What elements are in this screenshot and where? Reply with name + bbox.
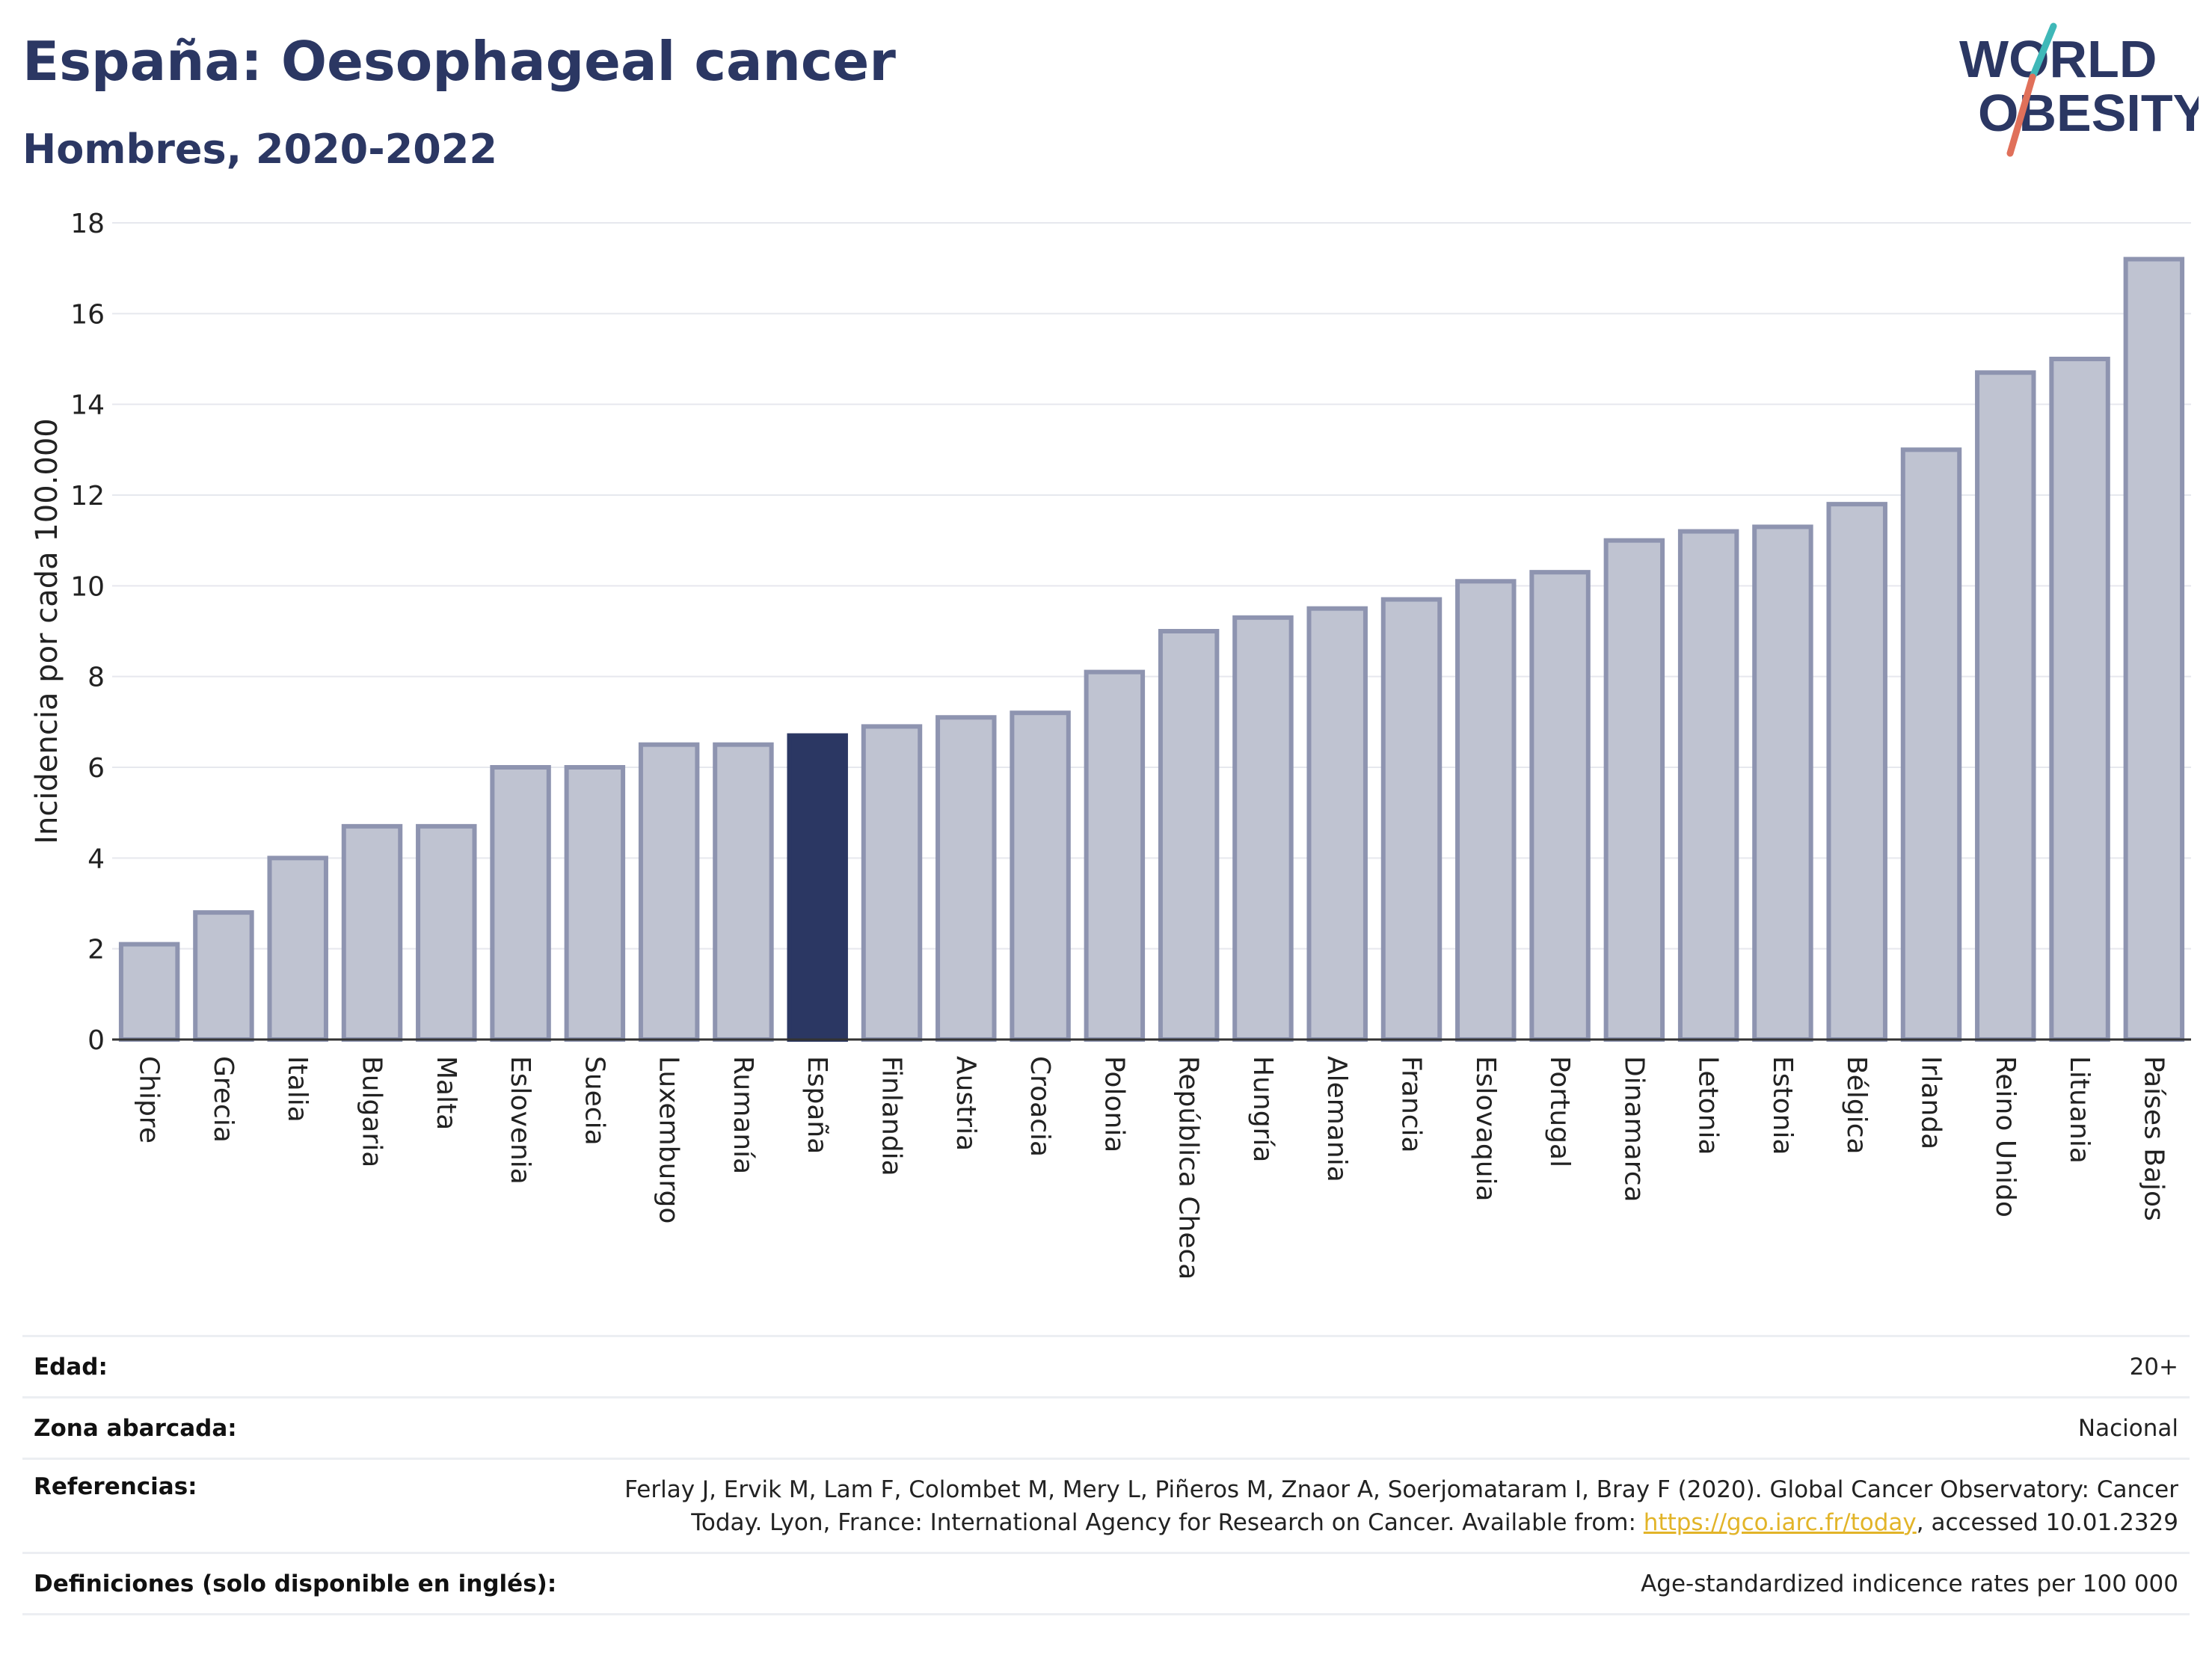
- bar-italia: [267, 856, 328, 1043]
- bar-polonia: [1084, 669, 1146, 1042]
- x-tick-label: Lituania: [2064, 1056, 2095, 1164]
- x-tick-label: Finlandia: [876, 1056, 907, 1176]
- x-axis-labels: Chipre Grecia Italia Bulgaria Malta Eslovenia…: [134, 1056, 2169, 1280]
- bar-rumanía: [713, 742, 774, 1043]
- reference-line-2: Today. Lyon, France: International Agenc…: [591, 1506, 2178, 1539]
- bar-luxemburgo: [638, 742, 700, 1043]
- reference-row: Referencias: Ferlay J, Ervik M, Lam F, C…: [22, 1458, 2190, 1553]
- bar-españa: [787, 733, 848, 1042]
- definitions-row: Definiciones (solo disponible en inglés)…: [22, 1552, 2190, 1615]
- y-tick-label: 4: [87, 844, 105, 874]
- x-tick-label: Bélgica: [1841, 1056, 1872, 1155]
- reference-text: Today. Lyon, France: International Agenc…: [691, 1508, 1644, 1536]
- reference-line-1: Ferlay J, Ervik M, Lam F, Colombet M, Me…: [624, 1476, 2178, 1503]
- x-tick-label: Polonia: [1099, 1056, 1129, 1152]
- bar-república-checa: [1158, 629, 1220, 1042]
- bar-irlanda: [1900, 447, 1962, 1042]
- x-tick-label: Suecia: [579, 1056, 609, 1146]
- metadata-table: Edad: 20+ Zona abarcada: Nacional Refere…: [22, 1335, 2190, 1615]
- bar-portugal: [1529, 570, 1591, 1042]
- bar-países-bajos: [2123, 257, 2185, 1042]
- logo-word-world: WORLD: [1959, 30, 2157, 88]
- x-tick-label: Austria: [950, 1056, 981, 1151]
- bar-bélgica: [1826, 502, 1887, 1042]
- x-tick-label: España: [802, 1056, 832, 1154]
- bar-hungría: [1232, 615, 1294, 1042]
- chart-subtitle: Hombres, 2020-2022: [22, 126, 497, 173]
- definitions-label: Definiciones (solo disponible en inglés)…: [22, 1552, 580, 1615]
- bar-chipre: [118, 942, 180, 1042]
- age-row: Edad: 20+: [22, 1335, 2190, 1398]
- bar-alemania: [1306, 606, 1368, 1042]
- bar-croacia: [1010, 710, 1071, 1042]
- logo-slash-teal: [2029, 22, 2057, 81]
- bar-reino-unido: [1975, 370, 2036, 1042]
- area-row: Zona abarcada: Nacional: [22, 1396, 2190, 1459]
- x-tick-label: Francia: [1396, 1056, 1427, 1153]
- bar-letonia: [1677, 529, 1739, 1042]
- area-value: Nacional: [579, 1396, 2190, 1459]
- y-tick-label: 12: [70, 481, 105, 512]
- y-tick-label: 6: [87, 753, 105, 784]
- bar-eslovenia: [490, 765, 551, 1042]
- x-tick-label: República Checa: [1173, 1056, 1204, 1280]
- x-tick-label: Letonia: [1693, 1056, 1724, 1155]
- y-tick-label: 0: [87, 1025, 105, 1056]
- x-tick-label: Estonia: [1767, 1056, 1798, 1155]
- x-tick-label: Países Bajos: [2138, 1056, 2169, 1221]
- reference-accessed: , accessed 10.01.2329: [1916, 1508, 2178, 1536]
- x-tick-label: Croacia: [1024, 1056, 1055, 1157]
- bar-grecia: [193, 910, 254, 1042]
- x-tick-label: Alemania: [1321, 1056, 1352, 1182]
- area-label: Zona abarcada:: [22, 1396, 580, 1459]
- x-tick-label: Dinamarca: [1618, 1056, 1649, 1203]
- bar-suecia: [564, 765, 626, 1042]
- x-tick-label: Italia: [282, 1056, 313, 1123]
- y-axis-ticks: 0 2 4 6 8 10 12 14 16 18: [70, 209, 105, 1056]
- bar-lituania: [2049, 357, 2110, 1042]
- x-tick-label: Irlanda: [1916, 1056, 1947, 1149]
- y-tick-label: 2: [87, 935, 105, 965]
- bar-eslovaquia: [1455, 579, 1517, 1042]
- chart-title: España: Oesophageal cancer: [22, 30, 896, 93]
- x-tick-label: Eslovaquia: [1470, 1056, 1501, 1202]
- age-label: Edad:: [22, 1335, 580, 1398]
- x-tick-label: Luxemburgo: [654, 1056, 684, 1223]
- logo-slash-coral: [2006, 73, 2036, 157]
- bar-francia: [1380, 597, 1443, 1042]
- x-tick-label: Bulgaria: [357, 1056, 387, 1167]
- bar-chart: 0 2 4 6 8 10 12 14 16 18 Chipre Grecia Italia Bulgar…: [30, 209, 2191, 1280]
- age-value: 20+: [579, 1335, 2190, 1398]
- x-tick-label: Hungría: [1247, 1056, 1278, 1162]
- x-tick-label: Malta: [431, 1056, 461, 1130]
- x-tick-label: Portugal: [1544, 1056, 1575, 1167]
- bar-finlandia: [861, 724, 923, 1043]
- reference-value: Ferlay J, Ervik M, Lam F, Colombet M, Me…: [579, 1458, 2190, 1553]
- x-tick-label: Grecia: [208, 1056, 239, 1143]
- y-tick-label: 18: [70, 209, 105, 239]
- y-axis-title: Incidencia por cada 100.000: [30, 418, 64, 844]
- bars: [118, 257, 2185, 1043]
- bar-malta: [416, 823, 477, 1043]
- reference-link[interactable]: https://gco.iarc.fr/today: [1643, 1508, 1917, 1536]
- world-obesity-logo: WORLD OBESITY: [1959, 22, 2199, 157]
- y-tick-label: 14: [70, 390, 105, 421]
- y-tick-label: 16: [70, 299, 105, 330]
- y-tick-label: 10: [70, 571, 105, 602]
- bar-dinamarca: [1603, 538, 1665, 1042]
- bar-austria: [936, 715, 997, 1042]
- bar-estonia: [1752, 524, 1813, 1042]
- bar-bulgaria: [341, 823, 403, 1043]
- definitions-value: Age-standardized indicence rates per 100…: [579, 1552, 2190, 1615]
- x-tick-label: Reino Unido: [1990, 1056, 2021, 1218]
- x-tick-label: Rumanía: [728, 1056, 758, 1174]
- y-tick-label: 8: [87, 663, 105, 693]
- x-tick-label: Chipre: [134, 1056, 165, 1143]
- reference-label: Referencias:: [22, 1458, 580, 1553]
- x-tick-label: Eslovenia: [505, 1056, 535, 1185]
